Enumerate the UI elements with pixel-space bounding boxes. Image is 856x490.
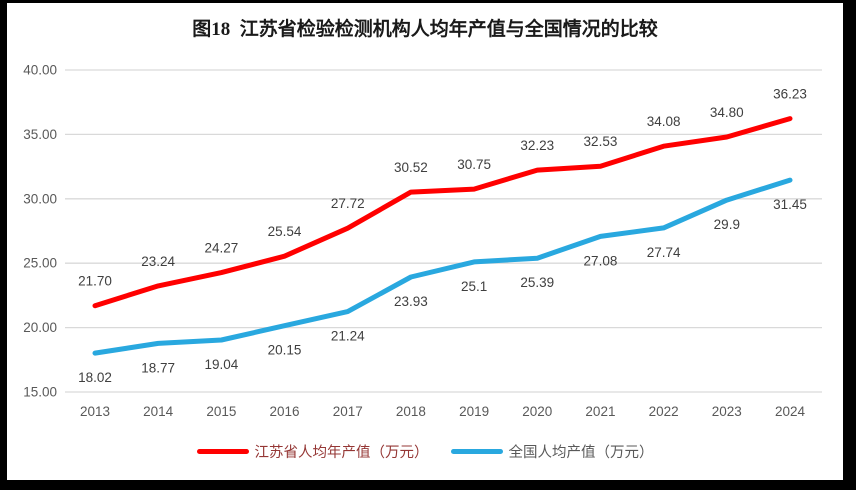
y-axis-tick-label: 40.00 [23,63,57,78]
jiangsu-data-label: 25.54 [268,224,302,239]
y-axis-tick-label: 30.00 [23,191,57,206]
national-data-label: 25.39 [520,275,554,290]
national-data-label: 23.93 [394,294,428,309]
x-axis-tick-label: 2016 [270,404,300,419]
y-axis-tick-label: 15.00 [23,385,57,400]
x-axis-tick-label: 2017 [333,404,363,419]
x-axis-tick-label: 2023 [712,404,742,419]
line-chart-canvas: 15.00 20.00 25.00 30.00 35.00 40.00 2013 2014 20… [23,63,822,419]
national-data-label: 27.08 [584,253,618,268]
national-data-label: 18.02 [78,370,112,385]
national-data-label: 27.74 [647,245,681,260]
national-data-label: 31.45 [773,197,807,212]
x-axis-tick-label: 2019 [459,404,489,419]
jiangsu-line-swatch [196,449,249,454]
chart-legend: 江苏省人均年产值（万元） 全国人均产值（万元） [7,441,843,462]
x-axis-tick-label: 2018 [396,404,426,419]
chart-panel: 图18 江苏省检验检测机构人均年产值与全国情况的比较 15.00 20.00 25.… [7,3,843,480]
x-axis-tick-label: 2013 [80,404,110,419]
x-axis-tick-label: 2024 [775,404,806,419]
national-data-label: 21.24 [331,329,365,344]
chart-title: 图18 江苏省检验检测机构人均年产值与全国情况的比较 [192,19,658,40]
x-axis-tick-label: 2014 [143,404,174,419]
national-data-label: 18.77 [141,360,175,375]
jiangsu-data-label: 34.80 [710,105,744,120]
national-data-label: 19.04 [204,357,238,372]
x-axis-tick-label: 2021 [585,404,615,419]
jiangsu-data-label: 23.24 [141,254,175,269]
national-data-label: 20.15 [268,343,302,358]
y-axis-tick-label: 35.00 [23,127,57,142]
x-axis-tick-label: 2020 [522,404,552,419]
jiangsu-line [92,116,793,309]
jiangsu-data-label: 30.52 [394,160,428,175]
legend-label-national: 全国人均产值（万元） [508,445,654,461]
jiangsu-data-label: 27.72 [331,196,365,211]
legend-item-national: 全国人均产值（万元） [450,441,654,462]
jiangsu-data-label: 21.70 [78,274,112,289]
y-axis-tick-label: 25.00 [23,256,57,271]
x-axis-tick-label: 2022 [649,404,679,419]
jiangsu-data-label: 24.27 [204,241,238,256]
national-data-label: 25.1 [461,279,487,294]
national-line [92,177,793,356]
national-data-label: 29.9 [714,217,740,232]
legend-label-jiangsu: 江苏省人均年产值（万元） [254,445,429,461]
national-line-swatch [450,449,503,454]
y-axis-tick-label: 20.00 [23,320,57,335]
legend-item-jiangsu: 江苏省人均年产值（万元） [196,441,429,462]
x-axis-tick-label: 2015 [206,404,236,419]
jiangsu-data-label: 32.53 [584,134,618,149]
jiangsu-data-label: 30.75 [457,157,491,172]
jiangsu-data-label: 36.23 [773,87,807,102]
jiangsu-data-label: 32.23 [520,138,554,153]
jiangsu-data-label: 34.08 [647,114,681,129]
